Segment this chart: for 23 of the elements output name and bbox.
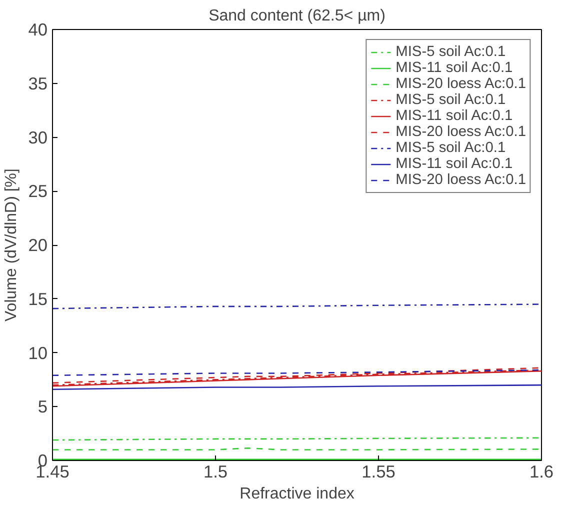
y-tick-label: 15 bbox=[28, 288, 48, 309]
legend-label: MIS-5 soil Ac:0.1 bbox=[396, 92, 506, 108]
legend-label: MIS-5 soil Ac:0.1 bbox=[396, 44, 506, 60]
chart-title: Sand content (62.5< µm) bbox=[208, 8, 386, 24]
legend-label: MIS-20 loess Ac:0.1 bbox=[396, 76, 526, 92]
legend-label: MIS-20 loess Ac:0.1 bbox=[396, 124, 526, 140]
y-tick-label: 40 bbox=[28, 20, 48, 40]
legend-label: MIS-11 soil Ac:0.1 bbox=[396, 108, 513, 124]
legend-label: MIS-11 soil Ac:0.1 bbox=[396, 60, 513, 76]
y-tick-label: 30 bbox=[28, 127, 48, 148]
y-tick-label: 10 bbox=[28, 342, 48, 363]
y-tick-label: 35 bbox=[28, 73, 48, 94]
x-tick-label: 1.55 bbox=[362, 462, 396, 482]
legend-label: MIS-5 soil Ac:0.1 bbox=[396, 140, 506, 156]
y-axis-title: Volume (dV/dlnD) [%] bbox=[3, 168, 20, 322]
legend-label: MIS-11 soil Ac:0.1 bbox=[396, 156, 513, 172]
x-tick-label: 1.6 bbox=[529, 462, 554, 482]
y-tick-label: 20 bbox=[28, 235, 48, 255]
y-tick-label: 25 bbox=[28, 181, 48, 202]
x-tick-label: 1.5 bbox=[203, 462, 228, 482]
legend-label: MIS-20 loess Ac:0.1 bbox=[396, 172, 526, 188]
x-axis-title: Refractive index bbox=[240, 486, 354, 502]
y-tick-label: 5 bbox=[38, 396, 48, 417]
